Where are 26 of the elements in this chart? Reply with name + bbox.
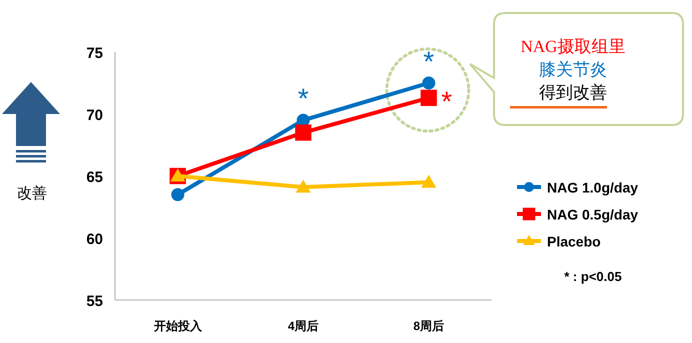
x-tick-label: 开始投入 <box>152 319 203 333</box>
point <box>421 174 436 188</box>
y-tick-label: 70 <box>86 107 103 124</box>
point <box>295 124 312 141</box>
x-tick-label: 4周后 <box>288 319 319 333</box>
y-tick-label: 55 <box>86 293 103 310</box>
point <box>422 76 436 90</box>
y-tick-label: 60 <box>86 231 103 248</box>
legend-label: NAG 1.0g/day <box>547 180 638 196</box>
x-tick-label: 8周后 <box>413 319 444 333</box>
text: NAG摄取组里 <box>520 37 626 56</box>
y-tick-label: 75 <box>86 45 103 62</box>
point <box>420 90 437 106</box>
annotation: * <box>441 86 452 117</box>
legend-label: Placebo <box>547 234 601 250</box>
legend-label: NAG 0.5g/day <box>547 206 638 222</box>
point <box>296 180 311 193</box>
annotation: * <box>298 83 309 114</box>
y-axis-title: 改善 <box>17 185 47 202</box>
point <box>171 188 184 202</box>
point <box>170 168 186 182</box>
text: 得到改善 <box>539 83 607 102</box>
y-tick-label: 65 <box>86 169 103 186</box>
annotation: * <box>423 46 434 77</box>
text: 膝关节炎 <box>539 60 607 79</box>
text: * : p<0.05 <box>564 269 622 284</box>
